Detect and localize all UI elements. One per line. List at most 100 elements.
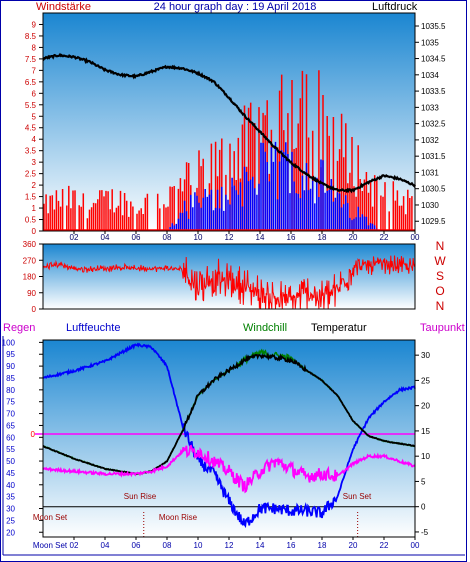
wind-tick-label: 9 [32, 21, 37, 30]
humidity-line [42, 342, 416, 529]
humidity-tick-label: 70 [6, 410, 15, 419]
panel3-x-tick-label: 08 [163, 541, 172, 550]
rain-zero-label: 0 [31, 430, 36, 439]
wind-tick-label: 2 [32, 181, 37, 190]
direction-tick-labels: 0 90 180 270 360 [23, 240, 43, 314]
panel1-x-tick-label: 18 [318, 233, 327, 242]
pressure-tick-label: 1032 [421, 136, 439, 145]
wind-tick-label: 6.5 [25, 78, 37, 87]
humidity-tick-label: 65 [6, 421, 15, 430]
humidity-tick-label: 100 [2, 338, 16, 347]
wind-tick-label: 4.5 [25, 124, 37, 133]
compass-letter: S [436, 269, 444, 283]
panel1-marks [42, 52, 416, 231]
pressure-axis-title: Luftdruck [372, 1, 418, 13]
pressure-tick-label: 1030 [421, 201, 439, 210]
temperature-tick-label: 0 [421, 503, 426, 512]
wind-tick-label: 0 [32, 227, 37, 236]
humidity-tick-label: 20 [6, 528, 15, 537]
temperature-line [42, 351, 416, 476]
panel3-x-tick-labels: 02 04 06 08 10 12 14 16 18 20 22 00 [70, 537, 420, 550]
pressure-tick-label: 1034.5 [421, 55, 446, 64]
humidity-tick-label: 25 [6, 516, 15, 525]
temperature-tick-label: -5 [421, 528, 429, 537]
humidity-tick-label: 45 [6, 469, 15, 478]
panel1-x-tick-label: 02 [70, 233, 79, 242]
dewpoint-legend-label: Taupunkt [420, 322, 465, 334]
humidity-tick-label: 40 [6, 481, 15, 490]
wind-tick-label: 1 [32, 204, 37, 213]
temperature-tick-label: 5 [421, 477, 426, 486]
wind-tick-label: 3 [32, 158, 37, 167]
pressure-tick-label: 1035 [421, 38, 439, 47]
direction-tick-label: 90 [27, 289, 36, 298]
panel1-x-tick-label: 00 [411, 233, 420, 242]
temperature-tick-label: 20 [421, 402, 430, 411]
temperature-tick-label: 15 [421, 427, 430, 436]
temperature-tick-label: 25 [421, 376, 430, 385]
panel3-x-tick-label: 02 [70, 541, 79, 550]
pressure-tick-label: 1035.5 [421, 22, 446, 31]
panel3-x-tick-label: 04 [101, 541, 110, 550]
wind-tick-label: 2.5 [25, 170, 37, 179]
panel3-x-tick-label: 06 [132, 541, 141, 550]
pressure-tick-label: 1033 [421, 103, 439, 112]
wind-tick-labels: 0 0.5 1 1.5 2 2.5 3 3.5 4 4.5 5 5.5 6 6.5 7 7.5 8 8.5 9 [25, 21, 43, 236]
pressure-tick-labels: 1029.5 1030 1030.5 1031 1031.5 1032 1032.5 1033… [415, 22, 446, 226]
humidity-tick-label: 60 [6, 433, 15, 442]
pressure-tick-label: 1030.5 [421, 185, 446, 194]
panel-wind-pressure: Windstärke 24 hour graph day : 19 April … [25, 1, 446, 242]
sun-set-label: Sun Set [343, 492, 372, 501]
wind-tick-label: 3.5 [25, 147, 37, 156]
humidity-tick-labels: 20 25 30 35 40 45 50 55 60 65 70 75 80 85 90 95 100 [2, 338, 43, 537]
panel3-x-tick-label: 16 [287, 541, 296, 550]
humidity-legend-label: Luftfeuchte [66, 322, 120, 334]
rain-legend-label: Regen [3, 322, 35, 334]
panel3-x-tick-label: 18 [318, 541, 327, 550]
wind-tick-label: 1.5 [25, 193, 37, 202]
moon-set-bottom-label: Moon Set [33, 541, 68, 550]
pressure-tick-label: 1031.5 [421, 152, 446, 161]
panel1-x-tick-label: 04 [101, 233, 110, 242]
direction-tick-label: 180 [23, 273, 37, 282]
humidity-tick-label: 30 [6, 505, 15, 514]
panel1-x-tick-labels: 02 04 06 08 10 12 14 16 18 20 22 00 [70, 231, 420, 242]
humidity-tick-label: 75 [6, 398, 15, 407]
wind-tick-label: 8 [32, 43, 37, 52]
wind-tick-label: 5.5 [25, 101, 37, 110]
pressure-tick-label: 1031 [421, 168, 439, 177]
wind-tick-label: 4 [32, 135, 37, 144]
direction-tick-label: 270 [23, 256, 37, 265]
panel1-x-tick-label: 20 [349, 233, 358, 242]
panel1-x-tick-label: 06 [132, 233, 141, 242]
direction-tick-label: 360 [23, 240, 37, 249]
wind-tick-label: 6 [32, 89, 37, 98]
wind-tick-label: 7.5 [25, 55, 37, 64]
dewpoint-line [42, 444, 416, 494]
panel1-x-tick-label: 22 [380, 233, 389, 242]
panel1-x-tick-label: 14 [256, 233, 265, 242]
panel-temperature-humidity: Regen Luftfeuchte Windchill Temperatur T… [2, 322, 465, 550]
panel3-x-tick-label: 10 [194, 541, 203, 550]
chart-title: 24 hour graph day : 19 April 2018 [154, 1, 317, 13]
pressure-tick-label: 1034 [421, 71, 439, 80]
pressure-tick-label: 1032.5 [421, 120, 446, 129]
panel1-x-tick-label: 16 [287, 233, 296, 242]
panel3-x-tick-label: 22 [380, 541, 389, 550]
compass-letter: N [436, 299, 445, 313]
wind-direction-line [42, 255, 416, 310]
pressure-tick-label: 1029.5 [421, 217, 446, 226]
direction-tick-label: 0 [32, 305, 37, 314]
moon-rise-label: Moon Rise [159, 513, 198, 522]
panel3-marks [35, 342, 416, 537]
panel2-marks [42, 255, 416, 310]
moon-set-label: Moon Set [33, 513, 68, 522]
compass-letter: O [435, 284, 444, 298]
wind-tick-label: 0.5 [25, 216, 37, 225]
humidity-tick-label: 55 [6, 445, 15, 454]
humidity-tick-label: 35 [6, 493, 15, 502]
humidity-tick-label: 80 [6, 386, 15, 395]
